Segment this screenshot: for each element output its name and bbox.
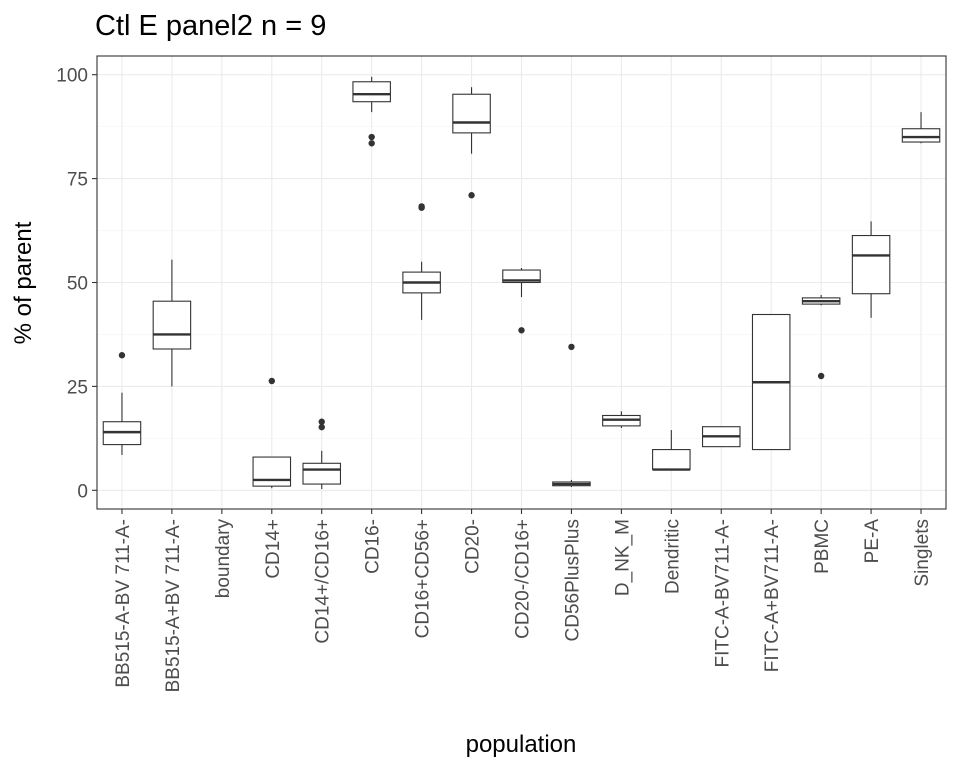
x-axis-title: population [466,731,577,758]
outlier-point [318,423,325,431]
y-tick-label: 0 [77,481,88,502]
x-tick-label: BB515-A-BV 711-A- [113,519,134,688]
y-axis: 0 25 50 75 100 [56,66,97,502]
x-tick-label: FITC-A-BV711-A- [712,519,733,668]
box-9 [552,343,591,487]
x-tick-label: FITC-A+BV711-A- [762,519,783,672]
y-tick-label: 25 [67,377,88,398]
outlier-point [468,192,475,199]
box-iqr [302,462,342,485]
x-tick-label: CD20-/CD16+ [513,519,534,639]
box-16 [901,112,941,144]
box-iqr [901,128,941,143]
x-tick-label: Dendritic [662,519,683,594]
box-11 [652,430,691,471]
x-tick-label: Singlets [912,519,933,587]
box-iqr [851,234,891,295]
box-13 [751,313,791,451]
box-8 [502,267,541,334]
x-tick-label: CD14+ [263,519,284,579]
x-tick-label: D_NK_M [612,519,633,596]
outlier-point [118,352,126,359]
box-4 [302,418,342,490]
box-6 [402,203,441,320]
box-1 [152,259,192,387]
x-tick-label: PBMC [812,519,833,574]
y-tick-label: 75 [67,170,88,191]
y-tick-label: 100 [56,66,88,87]
box-14 [801,294,841,380]
box-10 [602,411,641,428]
outlier-point [368,140,375,147]
box-15 [851,221,891,318]
outlier-point [518,327,525,334]
box-5 [352,76,391,147]
x-tick-label: CD20- [463,519,484,574]
x-tick-label: boundary [213,519,234,599]
box-iqr [252,456,292,487]
outlier-point [568,343,575,351]
chart-title: Ctl E panel2 n = 9 [95,10,326,42]
outlier-point [817,372,825,380]
outlier-point [318,418,325,425]
box-12 [701,426,741,448]
x-tick-label: CD16- [363,519,384,574]
box-0 [102,352,142,455]
grid-lines [97,56,946,509]
x-tick-label: BB515-A+BV 711-A- [163,519,184,692]
x-axis: BB515-A-BV 711-A- BB515-A+BV 711-A-bounda… [113,509,933,692]
outlier-point [268,377,275,385]
x-tick-label: CD14+/CD16+ [313,519,334,644]
box-iqr [152,300,192,350]
outlier-point [418,203,425,210]
box-iqr [652,449,691,471]
box-iqr [452,93,491,134]
box-7 [452,87,491,199]
box-series [102,76,941,490]
y-tick-label: 50 [67,274,88,295]
box-3 [252,377,292,489]
y-axis-title: % of parent [10,221,37,344]
x-tick-label: CD16+CD56+ [413,519,434,638]
box-iqr [352,81,391,103]
x-tick-label: PE-A [862,519,883,564]
outlier-point [368,133,375,141]
x-tick-label: CD56PlusPlus [562,519,583,642]
